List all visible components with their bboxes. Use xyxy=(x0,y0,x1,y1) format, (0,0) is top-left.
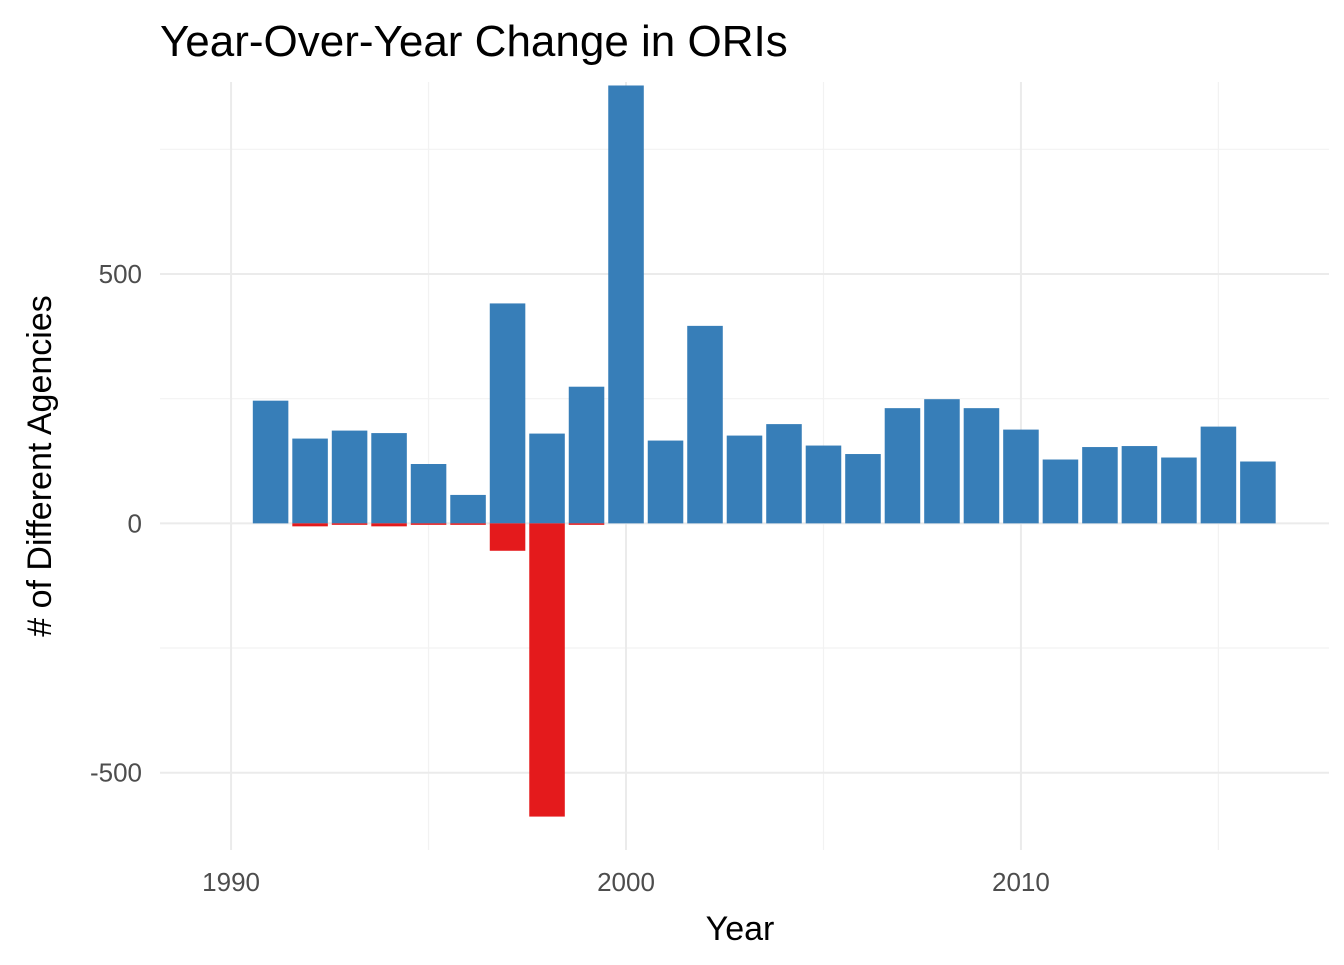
x-axis-title: Year xyxy=(706,910,775,948)
bar-added-2015 xyxy=(1200,426,1237,524)
bar-removed-1995 xyxy=(410,523,447,525)
bar-added-2000 xyxy=(608,85,644,524)
bars xyxy=(252,85,1276,817)
bar-added-2003 xyxy=(726,435,763,524)
bar-added-2009 xyxy=(963,408,1000,524)
bar-added-1995 xyxy=(410,464,447,524)
bar-added-2012 xyxy=(1082,447,1118,524)
chart-title: Year-Over-Year Change in ORIs xyxy=(160,17,788,66)
bar-removed-1998 xyxy=(529,523,565,817)
bar-added-1999 xyxy=(568,386,605,524)
bar-added-2011 xyxy=(1042,459,1079,524)
bar-added-2001 xyxy=(647,440,684,524)
y-tick-label: 500 xyxy=(99,259,142,289)
bar-removed-1997 xyxy=(489,523,526,551)
bar-added-2014 xyxy=(1161,457,1197,524)
bar-added-1991 xyxy=(252,400,289,524)
y-tick-label: 0 xyxy=(128,508,142,538)
bar-added-2013 xyxy=(1121,446,1158,524)
bar-added-2008 xyxy=(924,399,960,524)
bar-added-2005 xyxy=(805,445,842,524)
x-tick-label: 2000 xyxy=(597,867,655,897)
bar-added-1992 xyxy=(292,438,328,524)
bar-added-1996 xyxy=(450,494,486,524)
bar-removed-1992 xyxy=(292,523,328,527)
bar-removed-1996 xyxy=(450,523,486,525)
x-tick-label: 1990 xyxy=(202,867,260,897)
y-axis-title: # of Different Agencies xyxy=(21,295,59,636)
bar-added-2004 xyxy=(766,424,802,524)
bar-added-1997 xyxy=(489,303,526,524)
labels: Year-Over-Year Change in ORIs Year # of … xyxy=(21,17,1050,948)
y-tick-label: -500 xyxy=(90,758,142,788)
x-tick-label: 2010 xyxy=(992,867,1050,897)
bar-removed-1999 xyxy=(568,523,605,525)
bar-added-2006 xyxy=(845,454,881,524)
bar-added-2010 xyxy=(1003,429,1039,524)
bar-added-2016 xyxy=(1240,461,1276,524)
bar-added-1998 xyxy=(529,433,565,524)
bar-added-2002 xyxy=(687,325,723,524)
bar-added-2007 xyxy=(884,408,921,524)
bar-removed-1994 xyxy=(371,523,407,527)
bar-added-1994 xyxy=(371,433,407,524)
bar-removed-1993 xyxy=(331,523,368,525)
bar-added-1993 xyxy=(331,430,368,524)
